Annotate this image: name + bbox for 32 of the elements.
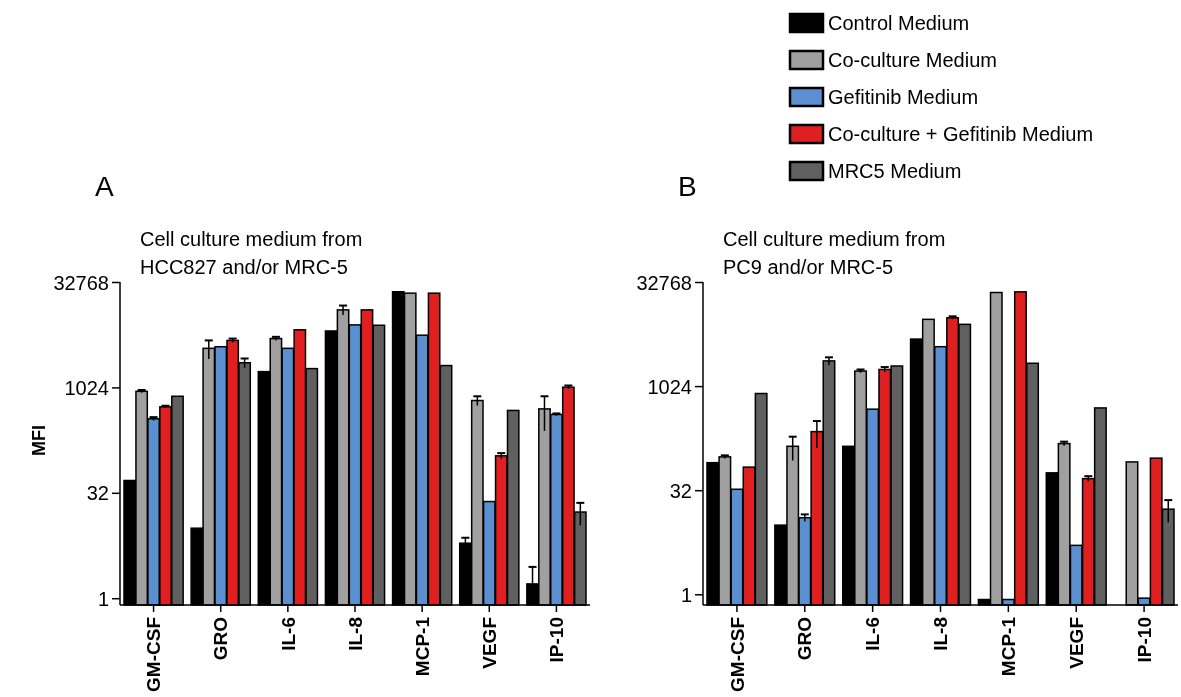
- y-tick-label: 32: [669, 479, 692, 502]
- x-tick-label: MCP-1: [998, 616, 1020, 677]
- y-tick-label: 1: [680, 583, 692, 606]
- x-tick-label: IP-10: [1133, 617, 1155, 663]
- y-tick-label: 1024: [64, 376, 109, 399]
- x-tick-label: GRO: [210, 617, 232, 661]
- legend-label: Co-culture + Gefitinib Medium: [828, 123, 1094, 145]
- x-tick-label: GM-CSF: [726, 617, 748, 692]
- x-tick-label: IL-6: [277, 617, 299, 651]
- chart-title: Cell culture medium from HCC827 and/or MRC-5: [140, 228, 363, 278]
- y-tick-label: 32768: [53, 271, 109, 294]
- legend-label: MRC5 Medium: [828, 160, 962, 182]
- x-tick-label: GRO: [794, 617, 816, 661]
- y-axis-title: MFI: [29, 425, 49, 456]
- y-tick-label: 32768: [636, 271, 692, 294]
- text: A: [95, 171, 114, 202]
- y-tick-label: 1: [97, 587, 109, 610]
- y-tick-label: 32: [86, 482, 109, 505]
- x-tick-label: MCP-1: [411, 616, 433, 677]
- x-tick-label: IL-6: [862, 617, 884, 651]
- text: B: [678, 171, 697, 202]
- legend-label: Control Medium: [828, 12, 970, 34]
- x-tick-label: GM-CSF: [143, 617, 165, 692]
- x-tick-label: IL-8: [930, 617, 952, 651]
- x-tick-label: IL-8: [344, 617, 366, 651]
- x-tick-label: VEGF: [1065, 617, 1087, 669]
- legend-label: Co-culture Medium: [828, 49, 997, 71]
- y-tick-label: 1024: [647, 375, 692, 398]
- chart-title: Cell culture medium from PC9 and/or MRC-5: [723, 228, 946, 278]
- legend-label: Gefitinib Medium: [828, 86, 979, 108]
- x-tick-label: IP-10: [546, 617, 568, 663]
- x-tick-label: VEGF: [478, 617, 500, 669]
